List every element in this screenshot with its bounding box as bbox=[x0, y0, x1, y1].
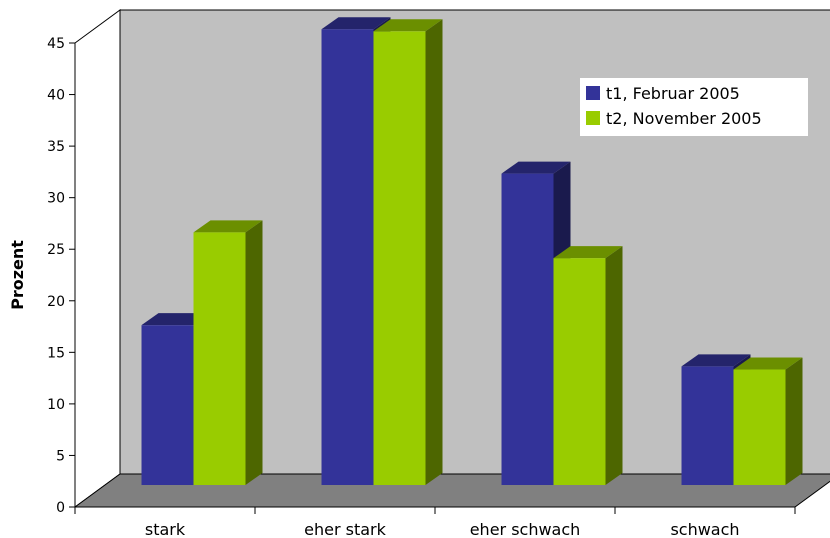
bars bbox=[141, 17, 803, 486]
legend-box bbox=[580, 78, 808, 136]
legend: t1, Februar 2005 t2, November 2005 bbox=[580, 78, 808, 136]
bar bbox=[193, 220, 263, 485]
legend-label: t1, Februar 2005 bbox=[606, 84, 740, 103]
y-tick-label: 15 bbox=[47, 345, 65, 361]
bar-top bbox=[553, 246, 623, 259]
bar-side bbox=[425, 19, 443, 486]
bar-front bbox=[141, 325, 194, 485]
legend-swatch bbox=[586, 86, 600, 100]
y-tick-label: 30 bbox=[47, 191, 65, 207]
bar-side bbox=[245, 220, 263, 485]
bar-top bbox=[681, 354, 751, 367]
bar-front bbox=[501, 173, 554, 486]
y-tick-label: 40 bbox=[47, 88, 65, 104]
legend-swatch bbox=[586, 111, 600, 125]
bar-front bbox=[373, 31, 426, 486]
x-axis: stark eher stark eher schwach schwach bbox=[74, 506, 796, 538]
bar-front bbox=[681, 366, 734, 485]
side-wall bbox=[74, 9, 121, 508]
y-tick-label: 25 bbox=[47, 242, 65, 258]
bar bbox=[553, 246, 623, 485]
bar bbox=[733, 357, 803, 485]
bar-top bbox=[141, 313, 211, 326]
y-tick-label: 20 bbox=[47, 294, 65, 310]
y-tick-label: 0 bbox=[56, 500, 65, 516]
y-tick-label: 10 bbox=[47, 397, 65, 413]
bar-front bbox=[321, 29, 374, 485]
bar-top bbox=[321, 17, 391, 30]
y-axis: 0 5 10 15 20 25 30 35 40 45 bbox=[47, 36, 76, 516]
bar-side bbox=[605, 246, 623, 485]
bar-front bbox=[553, 258, 606, 485]
legend-label: t2, November 2005 bbox=[606, 109, 762, 128]
bar-top bbox=[373, 19, 443, 32]
y-tick-label: 45 bbox=[47, 36, 65, 52]
bar-side bbox=[785, 357, 803, 485]
y-tick-label: 35 bbox=[47, 139, 65, 155]
bar-top bbox=[501, 161, 571, 174]
x-tick-label: stark bbox=[145, 520, 186, 538]
bar bbox=[373, 19, 443, 486]
y-axis-label: Prozent bbox=[8, 240, 27, 310]
x-tick-label: schwach bbox=[670, 520, 739, 538]
y-tick-label: 5 bbox=[56, 448, 65, 464]
bar-front bbox=[193, 232, 246, 485]
bar-top bbox=[733, 357, 803, 370]
x-tick-label: eher schwach bbox=[470, 520, 581, 538]
bar-top bbox=[193, 220, 263, 233]
x-tick-label: eher stark bbox=[304, 520, 386, 538]
bar-front bbox=[733, 369, 786, 485]
